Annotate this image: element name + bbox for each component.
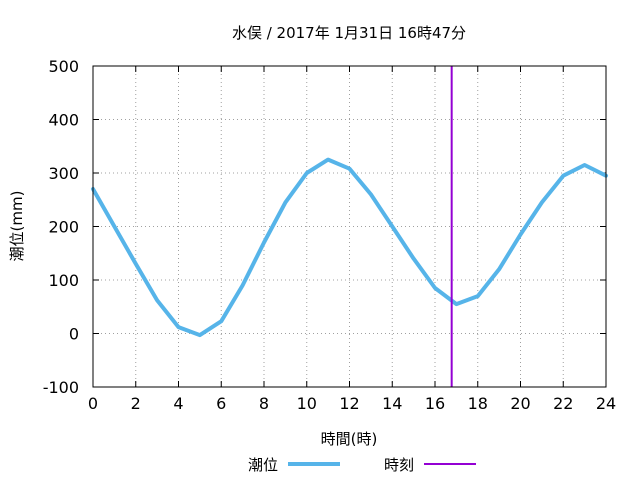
x-tick-label: 2 [131, 394, 141, 413]
y-tick-label: 300 [48, 164, 79, 183]
y-tick-label: 0 [69, 325, 79, 344]
legend: 潮位 時刻 [248, 456, 476, 474]
legend-label-tide: 潮位 [248, 456, 278, 474]
x-tick-label: 12 [339, 394, 359, 413]
x-axis-label: 時間(時) [321, 430, 378, 448]
x-tick-label: 22 [553, 394, 573, 413]
plot-frame [92, 65, 607, 388]
y-tick-label: 500 [48, 57, 79, 76]
legend-label-time: 時刻 [384, 456, 414, 474]
y-tick-label: 100 [48, 271, 79, 290]
y-axis-label: 潮位(mm) [8, 191, 26, 262]
x-tick-label: 24 [596, 394, 616, 413]
x-tick-label: 18 [468, 394, 488, 413]
y-tick-label: 400 [48, 111, 79, 130]
axis-ticks: 0 2 4 6 8 10 12 14 16 18 20 22 24-100010020030040050… [43, 57, 616, 413]
x-tick-label: 0 [88, 394, 98, 413]
x-tick-label: 8 [259, 394, 269, 413]
chart-title: 水俣 / 2017年 1月31日 16時47分 [232, 24, 466, 42]
x-tick-label: 14 [382, 394, 402, 413]
y-tick-label: -100 [43, 378, 79, 397]
y-tick-label: 200 [48, 218, 79, 237]
x-tick-label: 6 [216, 394, 226, 413]
x-tick-label: 20 [510, 394, 530, 413]
series-line-tide [91, 157, 608, 338]
grid [93, 66, 606, 387]
x-tick-label: 10 [297, 394, 317, 413]
series-layer [91, 157, 608, 338]
x-tick-label: 4 [173, 394, 183, 413]
x-tick-label: 16 [425, 394, 445, 413]
